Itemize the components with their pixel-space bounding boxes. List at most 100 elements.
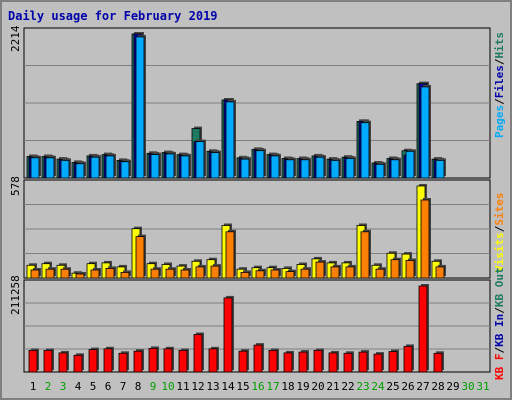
kbf-bar [358,350,369,373]
sites-bar [255,268,266,279]
day-label: 24 [371,380,385,393]
pages-bar [255,148,266,179]
sites-bar-face [240,271,250,279]
pages-bar [165,151,176,179]
day-label: 6 [105,380,112,393]
pages-bar-face [120,161,130,179]
sites-bar-face [270,269,280,279]
kbf-bar-face [58,352,68,373]
kbf-bar-face [433,352,443,373]
legend-separator: / [493,307,506,314]
day-label: 13 [206,380,219,393]
sites-bar-face [75,273,85,279]
day-label: 26 [401,380,414,393]
kbf-bar-face [418,285,428,373]
kbf-bar [43,348,54,373]
kbf-bar [283,350,294,373]
kbf-bar [58,350,69,373]
pages-bar-face [300,159,310,179]
sites-bar-face [90,269,100,279]
pages-bar-face [180,155,190,179]
sites-bar [30,268,41,279]
kbf-bar [163,346,174,373]
day-label: 5 [90,380,97,393]
day-label: 19 [296,380,309,393]
kbf-bar-face [313,349,323,373]
pages-bar-face [60,159,70,179]
day-label: 29 [446,380,459,393]
kbf-bar [178,348,189,373]
sites-bar-face [195,266,205,279]
kbf-bar-face [193,334,203,373]
day-label: 23 [356,380,369,393]
day-label: 7 [120,380,127,393]
legend-kb-f: KB F [493,354,506,381]
sites-bar [435,264,446,279]
pages-bar-face [45,157,55,179]
pages-bar [285,157,296,179]
legend-separator: / [493,347,506,354]
sites-bar [195,264,206,279]
pages-bar-face [165,153,175,179]
pages-bar-face [255,150,265,179]
sites-bar-face [180,269,190,279]
sites-bar [300,267,311,279]
pages-bar [330,158,341,179]
day-label: 1 [30,380,37,393]
legend-files: Files [493,65,506,98]
kbf-bar [133,349,144,373]
sites-bar-face [360,231,370,279]
kbf-bar-face [283,352,293,373]
kbf-bar [313,348,324,373]
pages-bar-face [30,157,40,179]
sites-bar [75,272,86,279]
sites-bar-face [225,231,235,279]
day-label: 12 [191,380,204,393]
sites-bar [165,267,176,279]
sites-bar [285,269,296,279]
day-label: 14 [221,380,235,393]
kbf-bar-face [88,349,98,373]
pages-bar-face [420,86,430,179]
sites-bar-face [120,271,130,279]
sites-bar [45,267,56,279]
y-max-label-3: 211258 [9,275,22,315]
kbf-bar [223,295,234,373]
kbf-bar [388,349,399,373]
pages-bar [45,155,56,179]
pages-bar [225,99,236,179]
legend-hits: Hits [493,32,506,59]
pages-bar [75,161,86,179]
pages-bar-face [330,159,340,179]
sites-bar-face [165,268,175,279]
pages-bar-face [375,163,385,179]
day-label: 4 [75,380,82,393]
pages-bar-face [135,36,145,179]
legend-separator: / [493,225,506,232]
legend-kb-in: KB In [493,314,506,347]
kbf-bar-face [253,344,263,373]
sites-bar-face [150,268,160,279]
kbf-bar-face [343,352,353,373]
kbf-bar-face [328,352,338,373]
pages-bar-face [360,122,370,179]
sites-bar-face [105,267,115,279]
kbf-bar [373,352,384,373]
kbf-bar-face [373,353,383,373]
kbf-bar [238,349,249,373]
pages-bar [315,155,326,179]
sites-bar-face [435,266,445,279]
pages-bar [195,139,206,179]
kbf-bar [253,343,264,373]
sites-bar [240,270,251,279]
pages-bar-face [435,159,445,179]
pages-bar-face [345,158,355,179]
sites-bar-face [60,268,70,279]
pages-bar-face [390,159,400,179]
legend-visits-sites: Visits/Sites [493,193,506,273]
y-max-label-2: 578 [9,176,22,196]
kbf-bar [418,284,429,373]
kbf-bar [73,353,84,373]
pages-bar [105,153,116,179]
pages-bar-face [270,155,280,179]
